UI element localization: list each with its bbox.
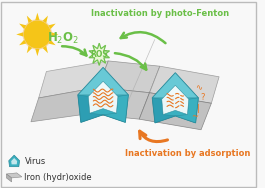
- Polygon shape: [16, 32, 23, 37]
- Polygon shape: [6, 174, 12, 182]
- Polygon shape: [6, 173, 22, 178]
- Polygon shape: [78, 95, 103, 122]
- Text: ?: ?: [200, 93, 205, 102]
- Polygon shape: [103, 95, 128, 122]
- Text: ~: ~: [191, 112, 198, 121]
- Polygon shape: [19, 24, 26, 29]
- Circle shape: [23, 20, 52, 49]
- Text: Virus: Virus: [24, 157, 46, 166]
- Polygon shape: [11, 158, 17, 164]
- Text: ∿: ∿: [195, 83, 202, 92]
- Polygon shape: [162, 85, 189, 114]
- Polygon shape: [78, 67, 128, 95]
- Polygon shape: [78, 67, 128, 122]
- Polygon shape: [9, 155, 20, 167]
- Text: H$_2$O$_2$: H$_2$O$_2$: [47, 31, 79, 46]
- Polygon shape: [43, 46, 48, 53]
- Polygon shape: [149, 66, 219, 103]
- Polygon shape: [48, 40, 56, 45]
- Polygon shape: [39, 61, 108, 98]
- Polygon shape: [27, 16, 32, 23]
- Polygon shape: [88, 87, 149, 119]
- Polygon shape: [89, 43, 109, 65]
- Polygon shape: [35, 13, 39, 20]
- Text: Inactivation by photo-Fenton: Inactivation by photo-Fenton: [91, 9, 229, 18]
- Polygon shape: [35, 49, 39, 56]
- Text: |: |: [197, 104, 200, 113]
- Text: Inactivation by adsorption: Inactivation by adsorption: [126, 149, 251, 158]
- Polygon shape: [175, 98, 198, 123]
- Polygon shape: [152, 73, 198, 123]
- Polygon shape: [139, 93, 211, 130]
- Polygon shape: [31, 87, 98, 122]
- Polygon shape: [48, 24, 56, 29]
- Polygon shape: [27, 46, 32, 53]
- Polygon shape: [51, 32, 59, 37]
- Text: ROS: ROS: [90, 50, 108, 59]
- Polygon shape: [43, 16, 48, 23]
- Circle shape: [24, 21, 50, 48]
- Polygon shape: [152, 98, 175, 123]
- Polygon shape: [152, 73, 198, 98]
- Text: Iron (hydr)oxide: Iron (hydr)oxide: [24, 173, 92, 182]
- Polygon shape: [88, 81, 118, 113]
- Polygon shape: [98, 61, 160, 93]
- Polygon shape: [19, 40, 26, 45]
